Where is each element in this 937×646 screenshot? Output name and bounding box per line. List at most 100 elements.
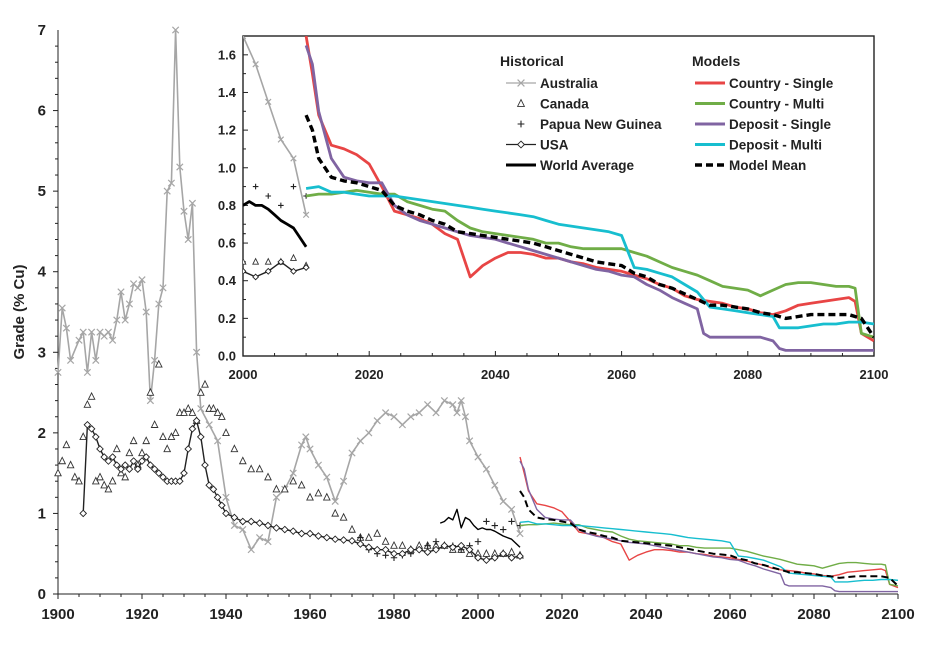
data-point — [356, 540, 365, 548]
data-point — [70, 472, 79, 481]
data-point — [238, 517, 247, 526]
data-point — [407, 413, 415, 421]
data-point — [87, 424, 96, 433]
data-point — [100, 480, 109, 489]
data-point — [499, 497, 507, 505]
data-point — [159, 473, 167, 482]
data-point — [134, 284, 142, 292]
inset-y-tick-label: 1.2 — [218, 123, 236, 138]
data-point — [75, 476, 83, 485]
x-tick-label: 1900 — [41, 606, 74, 623]
data-point — [306, 492, 314, 501]
inset-y-tick-label: 1.0 — [218, 160, 236, 175]
data-point — [92, 356, 100, 364]
series-country-single — [519, 456, 899, 589]
data-point — [175, 477, 184, 486]
data-point — [440, 541, 449, 550]
x-tick-label: 1960 — [293, 606, 326, 623]
data-point — [482, 556, 491, 564]
data-point — [196, 433, 205, 441]
data-point — [381, 536, 390, 545]
data-point — [104, 328, 113, 336]
data-point — [62, 440, 71, 449]
x-tick-label: 1940 — [209, 606, 242, 623]
data-point — [348, 536, 356, 545]
series-line — [519, 490, 899, 587]
series-line — [82, 420, 521, 561]
data-point — [171, 26, 180, 34]
data-point — [213, 437, 222, 445]
series-line — [304, 44, 874, 352]
data-point — [142, 436, 151, 445]
inset-series-australia — [243, 36, 310, 219]
data-point — [154, 359, 163, 368]
data-point — [297, 480, 306, 489]
legend-label: Deposit - Single — [729, 117, 832, 132]
data-point — [423, 548, 432, 556]
data-point — [243, 36, 247, 40]
data-point — [222, 509, 230, 518]
data-point — [247, 517, 256, 526]
y-tick-label: 0 — [38, 586, 46, 603]
data-point — [125, 300, 134, 308]
data-point — [192, 348, 201, 356]
data-point — [364, 532, 373, 541]
data-point — [423, 401, 432, 409]
data-point — [398, 540, 407, 549]
data-point — [125, 448, 134, 457]
data-point — [339, 536, 348, 544]
series-line — [304, 114, 874, 339]
data-point — [390, 549, 398, 558]
legend-item-model-mean: Model Mean — [695, 158, 806, 173]
series-line — [519, 520, 899, 583]
data-point — [209, 485, 218, 494]
data-point — [297, 529, 306, 538]
data-point — [138, 457, 146, 465]
data-point — [432, 409, 440, 417]
y-axis-title: Grade (% Cu) — [11, 264, 28, 359]
inset-plot: 0.0 0.2 0.4 0.6 0.8 1.0 1.2 1.4 1.6 2000 2020 2040 2… — [218, 35, 888, 382]
inset-y-tick-label: 0.2 — [218, 311, 236, 326]
data-point — [184, 445, 193, 453]
data-point — [163, 187, 171, 195]
data-point — [192, 416, 201, 425]
data-point — [83, 368, 92, 377]
y-tick-label: 1 — [38, 505, 46, 522]
data-point — [142, 308, 150, 316]
data-point — [79, 509, 88, 518]
data-point — [323, 473, 331, 481]
data-point — [482, 549, 491, 557]
series-line — [519, 460, 898, 593]
data-point — [121, 472, 130, 481]
inset-y-tick-label: 0.0 — [218, 349, 236, 364]
data-point — [331, 508, 340, 517]
data-point — [112, 461, 121, 469]
data-point — [222, 493, 230, 501]
data-point — [449, 401, 457, 409]
data-point — [289, 527, 298, 535]
series-world-average — [439, 508, 521, 548]
data-point — [180, 469, 188, 477]
series-line — [305, 185, 874, 330]
data-point — [117, 288, 125, 296]
data-point — [217, 412, 226, 420]
data-point — [373, 545, 382, 554]
data-point — [507, 505, 516, 514]
data-point — [474, 538, 482, 545]
x-tick-label: 2000 — [461, 606, 494, 623]
data-point — [516, 529, 524, 538]
data-point — [390, 540, 398, 549]
data-point — [146, 461, 155, 469]
legend-marker — [517, 79, 525, 87]
x-tick-label: 2100 — [881, 606, 914, 623]
data-point — [54, 368, 62, 377]
data-point — [297, 441, 306, 449]
data-point — [121, 461, 130, 469]
data-point — [302, 211, 310, 219]
data-point — [314, 488, 323, 497]
data-point — [331, 497, 339, 505]
inset-x-tick-label: 2040 — [481, 367, 510, 382]
data-point — [238, 456, 247, 465]
inset-x-tick-label: 2080 — [733, 367, 762, 382]
inset-series-model-mean — [304, 114, 874, 339]
